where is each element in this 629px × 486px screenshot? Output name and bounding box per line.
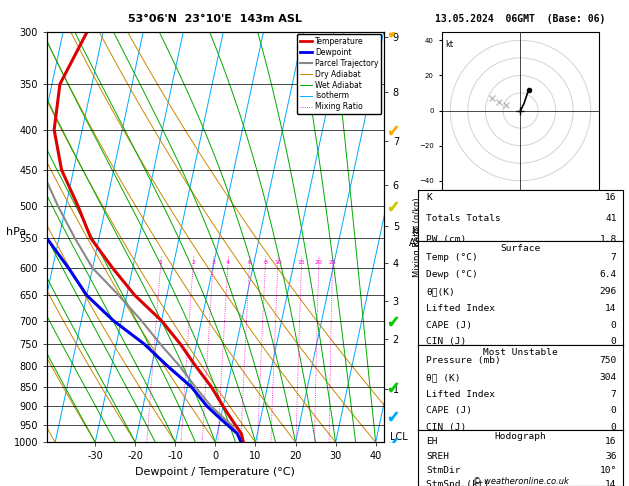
Text: Totals Totals: Totals Totals (426, 214, 501, 223)
Text: 3: 3 (211, 260, 215, 265)
Text: EH: EH (426, 437, 438, 447)
Text: 15: 15 (298, 260, 305, 265)
Text: CIN (J): CIN (J) (426, 337, 467, 347)
Y-axis label: hPa: hPa (6, 227, 26, 237)
Text: Hodograph: Hodograph (494, 432, 547, 441)
Text: kt: kt (445, 40, 453, 50)
Text: 0: 0 (611, 406, 616, 416)
Y-axis label: km
ASL: km ASL (409, 226, 428, 248)
Text: 10°: 10° (599, 466, 616, 475)
Text: 750: 750 (599, 356, 616, 365)
Text: 14: 14 (605, 304, 616, 312)
Text: Most Unstable: Most Unstable (483, 347, 558, 357)
Text: Lifted Index: Lifted Index (426, 390, 496, 399)
Text: 296: 296 (599, 287, 616, 296)
Text: 304: 304 (599, 373, 616, 382)
Text: Dewp (°C): Dewp (°C) (426, 270, 478, 279)
X-axis label: Dewpoint / Temperature (°C): Dewpoint / Temperature (°C) (135, 467, 296, 477)
Text: StmSpd (kt): StmSpd (kt) (426, 480, 490, 486)
Text: Pressure (mb): Pressure (mb) (426, 356, 501, 365)
Text: θᴄ (K): θᴄ (K) (426, 373, 461, 382)
Text: 8: 8 (264, 260, 267, 265)
Text: CAPE (J): CAPE (J) (426, 321, 472, 330)
Text: 53°06'N  23°10'E  143m ASL: 53°06'N 23°10'E 143m ASL (128, 14, 303, 24)
Text: © weatheronline.co.uk: © weatheronline.co.uk (472, 476, 569, 486)
Text: 16: 16 (605, 193, 616, 202)
Text: CAPE (J): CAPE (J) (426, 406, 472, 416)
Text: 14: 14 (605, 480, 616, 486)
Text: 0: 0 (611, 337, 616, 347)
Text: θᴄ(K): θᴄ(K) (426, 287, 455, 296)
Text: K: K (426, 193, 432, 202)
Text: 41: 41 (605, 214, 616, 223)
Text: 6: 6 (248, 260, 252, 265)
Text: 36: 36 (605, 451, 616, 461)
Legend: Temperature, Dewpoint, Parcel Trajectory, Dry Adiabat, Wet Adiabat, Isotherm, Mi: Temperature, Dewpoint, Parcel Trajectory… (298, 34, 381, 114)
Text: Surface: Surface (501, 243, 540, 253)
Text: StmDir: StmDir (426, 466, 461, 475)
Text: 13.05.2024  06GMT  (Base: 06): 13.05.2024 06GMT (Base: 06) (435, 14, 606, 24)
Text: Temp (°C): Temp (°C) (426, 253, 478, 262)
Text: 2: 2 (191, 260, 195, 265)
Text: 0: 0 (611, 321, 616, 330)
Text: 4: 4 (226, 260, 230, 265)
Text: PW (cm): PW (cm) (426, 235, 467, 243)
Text: 1.8: 1.8 (599, 235, 616, 243)
Text: 0: 0 (611, 423, 616, 432)
Text: 25: 25 (328, 260, 337, 265)
Text: 7: 7 (611, 253, 616, 262)
Text: 10: 10 (274, 260, 282, 265)
Text: 16: 16 (605, 437, 616, 447)
Text: CIN (J): CIN (J) (426, 423, 467, 432)
Text: Mixing Ratio (g/kg): Mixing Ratio (g/kg) (413, 197, 422, 277)
Text: SREH: SREH (426, 451, 450, 461)
Text: 20: 20 (315, 260, 323, 265)
Text: 6.4: 6.4 (599, 270, 616, 279)
Text: 1: 1 (159, 260, 163, 265)
Text: 7: 7 (611, 390, 616, 399)
Text: Lifted Index: Lifted Index (426, 304, 496, 312)
Text: LCL: LCL (391, 432, 408, 442)
